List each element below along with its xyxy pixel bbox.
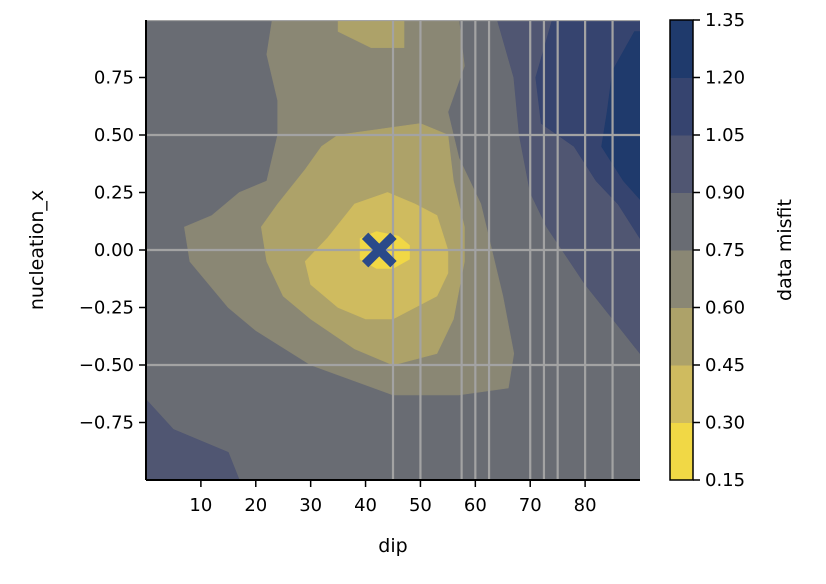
colorbar-segment bbox=[670, 307, 693, 366]
x-tick-label: 50 bbox=[409, 495, 432, 516]
colorbar-segment bbox=[670, 135, 693, 193]
x-axis-ticks: 10 20 30 40 50 60 70 80 bbox=[189, 480, 597, 516]
x-tick-label: 30 bbox=[299, 495, 322, 516]
y-tick-label: −0.75 bbox=[79, 413, 134, 434]
colorbar-tick-label: 0.60 bbox=[705, 298, 745, 319]
colorbar-segment bbox=[670, 422, 693, 481]
contour-region-level-5 bbox=[146, 399, 240, 480]
y-tick-label: 0.25 bbox=[94, 183, 134, 204]
x-tick-label: 70 bbox=[519, 495, 542, 516]
colorbar-tick-label: 1.35 bbox=[705, 10, 745, 31]
colorbar-tick-label: 1.20 bbox=[705, 68, 745, 89]
x-tick-label: 10 bbox=[189, 495, 212, 516]
colorbar-segment bbox=[670, 250, 693, 308]
y-tick-label: 0.00 bbox=[94, 240, 134, 261]
best-fit-marker bbox=[361, 232, 397, 268]
colorbar-tick-label: 0.15 bbox=[705, 470, 745, 491]
colorbar-tick-label: 0.75 bbox=[705, 240, 745, 261]
x-axis-label: dip bbox=[378, 535, 407, 557]
colorbar-tick-label: 0.30 bbox=[705, 413, 745, 434]
colorbar: 0.15 0.30 0.45 0.60 0.75 0.90 1.05 1.20 1.35 bbox=[669, 10, 745, 491]
colorbar-segment bbox=[670, 77, 693, 136]
contour-region-level-7 bbox=[601, 31, 640, 200]
contour-region-level-2 bbox=[337, 20, 405, 48]
y-tick-label: 0.75 bbox=[94, 68, 134, 89]
colorbar-segment bbox=[670, 192, 693, 251]
x-tick-label: 40 bbox=[354, 495, 377, 516]
y-tick-label: 0.50 bbox=[94, 125, 134, 146]
y-tick-label: −0.50 bbox=[79, 355, 134, 376]
y-axis-ticks: −0.75 −0.50 −0.25 0.00 0.25 0.50 0.75 bbox=[79, 68, 146, 434]
gridlines bbox=[146, 20, 640, 480]
colorbar-tick-label: 1.05 bbox=[705, 125, 745, 146]
colorbar-segment bbox=[670, 365, 693, 423]
colorbar-tick-label: 0.45 bbox=[705, 355, 745, 376]
x-tick-label: 20 bbox=[244, 495, 267, 516]
y-tick-label: −0.25 bbox=[79, 298, 134, 319]
x-tick-label: 60 bbox=[464, 495, 487, 516]
colorbar-tick-label: 0.90 bbox=[705, 183, 745, 204]
colorbar-label: data misfit bbox=[774, 199, 796, 301]
y-axis-label: nucleation_x bbox=[26, 190, 48, 310]
x-tick-label: 80 bbox=[574, 495, 597, 516]
colorbar-segment bbox=[670, 20, 693, 78]
best-fit-x-marker bbox=[361, 232, 397, 268]
